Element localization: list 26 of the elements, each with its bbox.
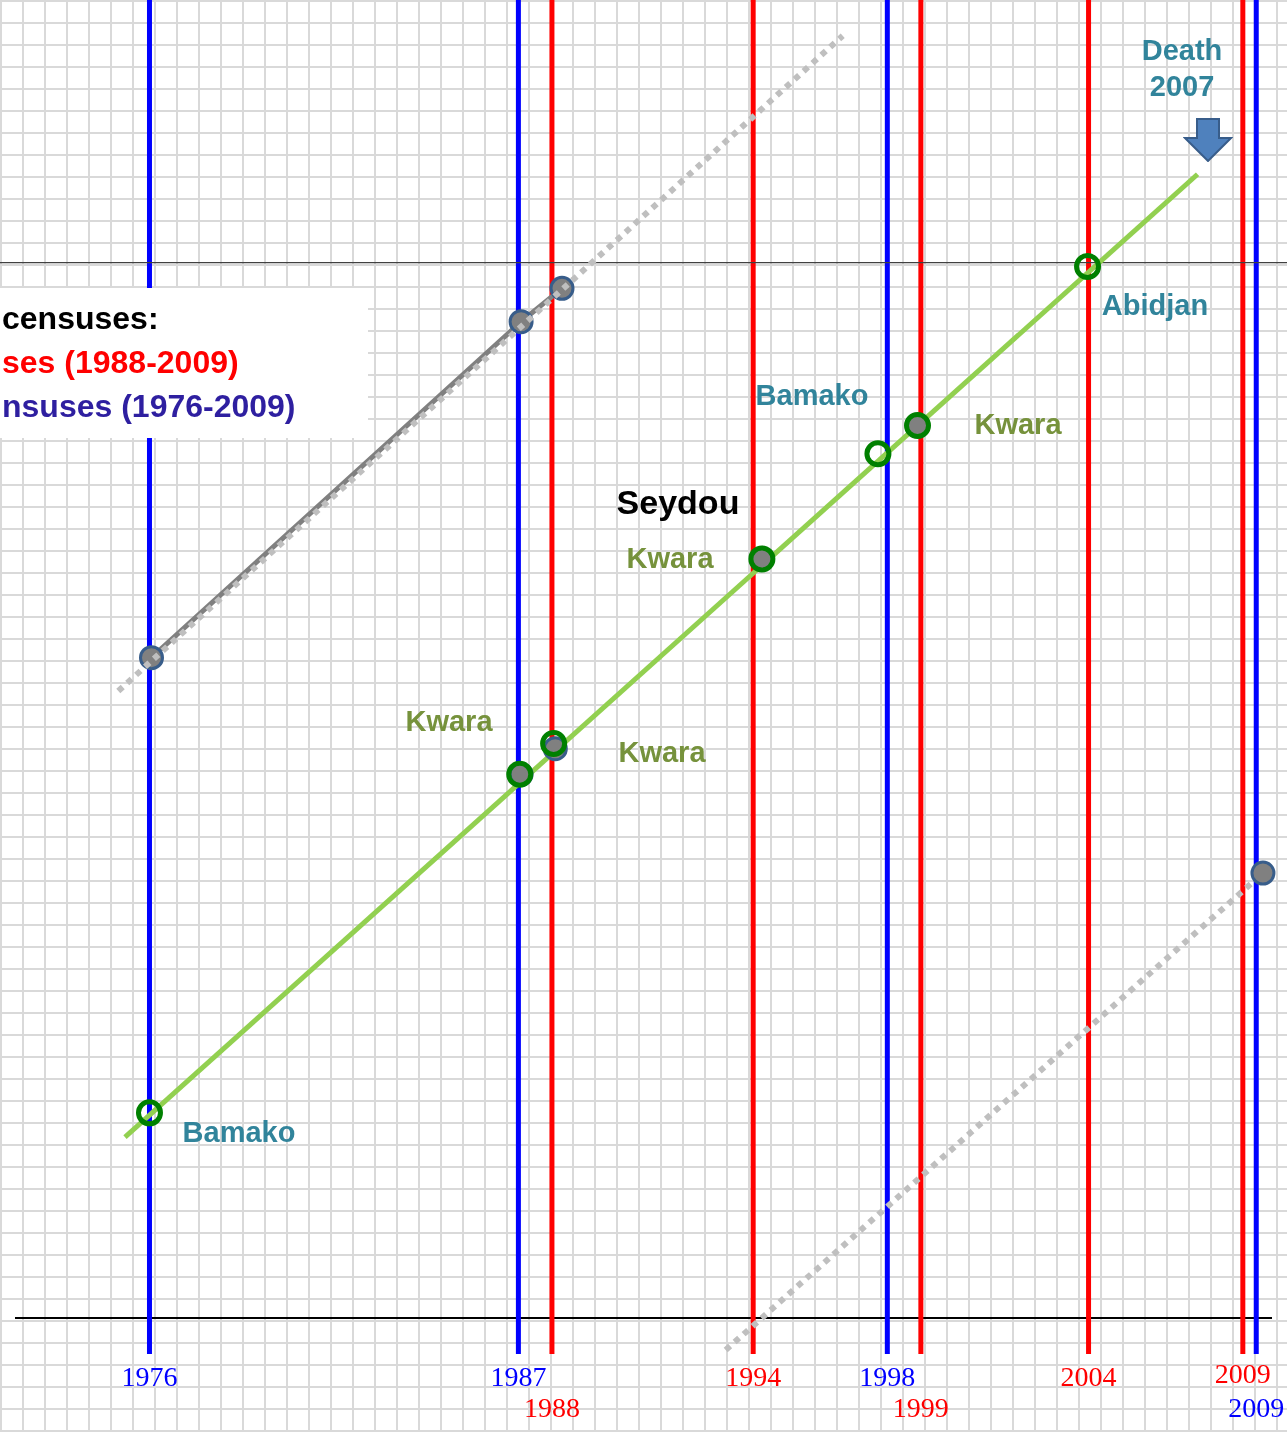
annotation: censuses: [2, 299, 160, 338]
annotation: Kwara [626, 542, 715, 574]
annotation: Kwara [405, 705, 494, 737]
point [540, 730, 568, 758]
annotation: Bamako [182, 1116, 296, 1148]
ref-line-label: 1999 [892, 1392, 949, 1424]
point [1074, 253, 1102, 281]
x-tick-label: 2004 [1060, 1361, 1117, 1393]
point [1250, 860, 1276, 886]
annotation: Death 2007 [1141, 34, 1223, 102]
annotation: Bamako [755, 379, 869, 411]
annotation: Kwara [974, 408, 1063, 440]
annotation: Kwara [618, 736, 707, 768]
point [135, 1099, 163, 1127]
x-tick-label: 1987 [490, 1361, 547, 1393]
annotation: ses (1988-2009) [2, 343, 240, 382]
ref-line-label: 1988 [523, 1392, 580, 1424]
ref-line-label: 2009 [1214, 1358, 1271, 1390]
ref-line-label: 2009 [1228, 1392, 1285, 1424]
x-tick-label: 1998 [859, 1361, 916, 1393]
annotation: nsuses (1976-2009) [2, 387, 297, 426]
x-tick-label: 1994 [725, 1361, 782, 1393]
x-tick-label: 1976 [121, 1361, 178, 1393]
annotation: Abidjan [1101, 289, 1209, 321]
annotation: Seydou [616, 483, 740, 522]
point [864, 440, 892, 468]
